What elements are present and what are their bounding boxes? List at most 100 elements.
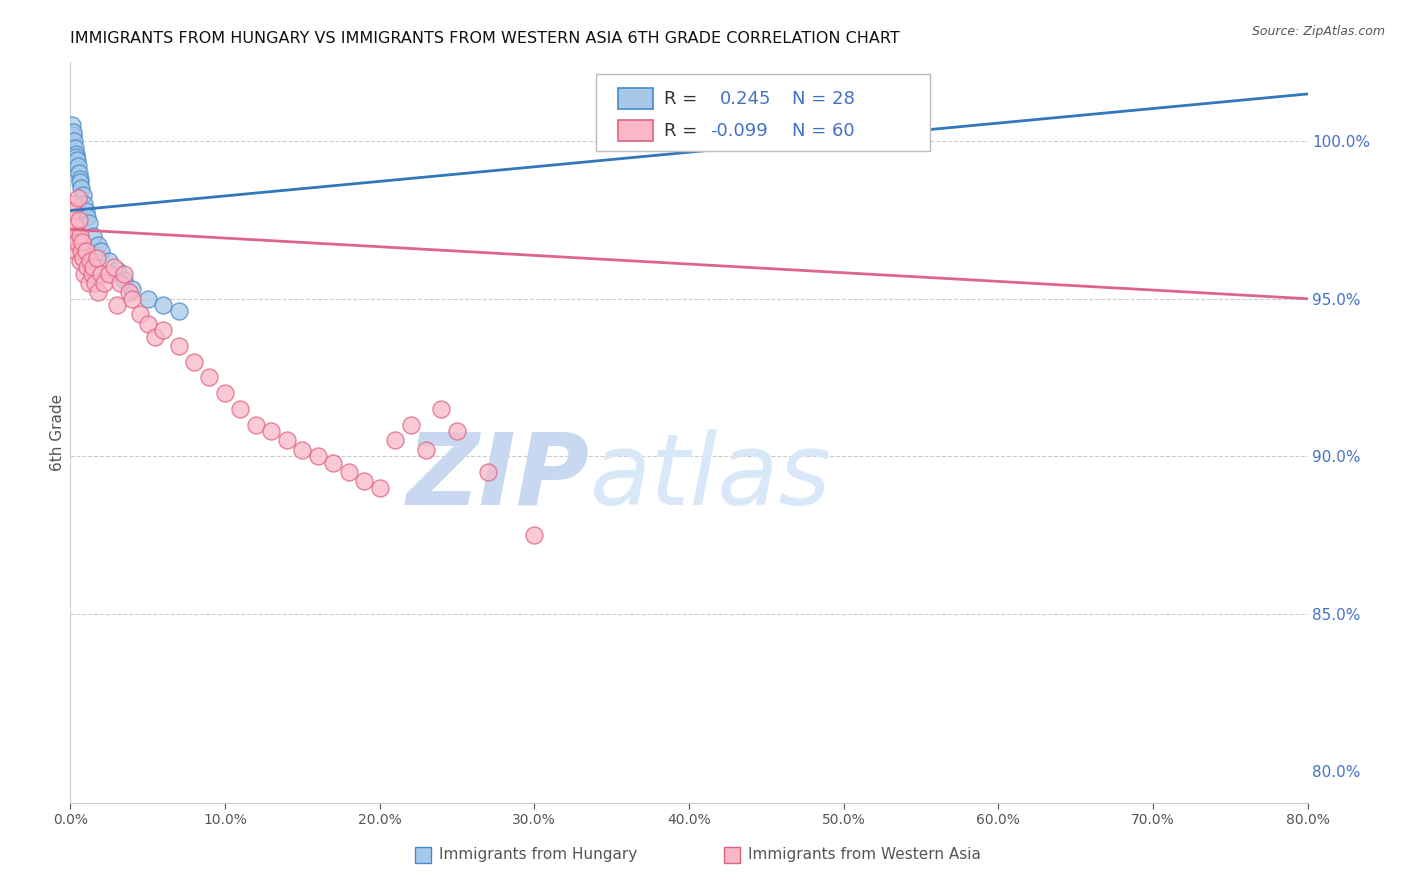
Point bbox=[63, 235, 86, 249]
Text: R =: R = bbox=[664, 122, 703, 140]
Point bbox=[121, 282, 143, 296]
Point bbox=[77, 276, 100, 290]
Point bbox=[79, 254, 101, 268]
Point bbox=[63, 134, 86, 148]
Point bbox=[307, 449, 329, 463]
Point bbox=[415, 442, 437, 457]
Point bbox=[430, 402, 453, 417]
Point bbox=[67, 213, 90, 227]
Point bbox=[105, 263, 128, 277]
Point bbox=[63, 219, 86, 234]
Point bbox=[66, 153, 89, 167]
Point bbox=[93, 276, 115, 290]
Point bbox=[65, 146, 87, 161]
Point bbox=[80, 267, 103, 281]
Point bbox=[198, 370, 221, 384]
Point bbox=[114, 267, 135, 281]
Point bbox=[322, 456, 344, 470]
Text: -0.099: -0.099 bbox=[710, 122, 768, 140]
Point bbox=[103, 260, 125, 275]
Point bbox=[152, 323, 174, 337]
Point bbox=[62, 203, 84, 218]
FancyBboxPatch shape bbox=[619, 120, 652, 141]
Point bbox=[76, 210, 98, 224]
Point bbox=[73, 197, 96, 211]
Point bbox=[121, 292, 143, 306]
Point bbox=[69, 172, 91, 186]
Point bbox=[72, 187, 94, 202]
Point bbox=[105, 298, 128, 312]
Point bbox=[98, 267, 120, 281]
Point bbox=[399, 417, 422, 432]
Point bbox=[60, 213, 83, 227]
Point bbox=[66, 235, 89, 249]
Text: 0.245: 0.245 bbox=[720, 90, 772, 109]
Point bbox=[75, 203, 97, 218]
Point bbox=[118, 285, 141, 300]
Point bbox=[67, 166, 90, 180]
Point bbox=[69, 175, 91, 189]
Point bbox=[63, 140, 86, 154]
Point bbox=[90, 244, 112, 259]
Point bbox=[229, 402, 252, 417]
Point bbox=[77, 216, 100, 230]
Point bbox=[260, 424, 283, 438]
Text: IMMIGRANTS FROM HUNGARY VS IMMIGRANTS FROM WESTERN ASIA 6TH GRADE CORRELATION CH: IMMIGRANTS FROM HUNGARY VS IMMIGRANTS FR… bbox=[70, 31, 900, 46]
FancyBboxPatch shape bbox=[596, 73, 931, 152]
Point bbox=[86, 251, 108, 265]
Point bbox=[136, 317, 159, 331]
Point bbox=[62, 197, 84, 211]
Point bbox=[90, 267, 112, 281]
Point bbox=[62, 128, 84, 142]
Point bbox=[114, 273, 135, 287]
Point bbox=[82, 260, 105, 275]
Point bbox=[477, 465, 499, 479]
Point bbox=[87, 238, 110, 252]
Point bbox=[167, 339, 190, 353]
Point bbox=[69, 228, 91, 243]
Point bbox=[70, 244, 93, 259]
Text: Immigrants from Hungary: Immigrants from Hungary bbox=[439, 847, 637, 863]
Point bbox=[291, 442, 314, 457]
Point bbox=[136, 292, 159, 306]
Point bbox=[87, 285, 110, 300]
Point bbox=[368, 481, 391, 495]
Point bbox=[67, 191, 90, 205]
Point bbox=[70, 235, 93, 249]
Point bbox=[76, 260, 98, 275]
Point bbox=[67, 160, 90, 174]
Point bbox=[337, 465, 360, 479]
Text: N = 28: N = 28 bbox=[792, 90, 855, 109]
Text: Immigrants from Western Asia: Immigrants from Western Asia bbox=[748, 847, 981, 863]
Point bbox=[152, 298, 174, 312]
Point bbox=[245, 417, 267, 432]
Point bbox=[70, 181, 93, 195]
Point bbox=[65, 228, 87, 243]
Point bbox=[82, 228, 105, 243]
Point bbox=[276, 434, 298, 448]
Point bbox=[62, 125, 84, 139]
Point bbox=[65, 150, 87, 164]
Point bbox=[72, 251, 94, 265]
Point bbox=[183, 355, 205, 369]
Y-axis label: 6th Grade: 6th Grade bbox=[49, 394, 65, 471]
Point bbox=[167, 304, 190, 318]
Point bbox=[214, 386, 236, 401]
Text: R =: R = bbox=[664, 90, 703, 109]
Point bbox=[446, 424, 468, 438]
Point bbox=[75, 244, 97, 259]
Text: Source: ZipAtlas.com: Source: ZipAtlas.com bbox=[1251, 25, 1385, 38]
Text: N = 60: N = 60 bbox=[792, 122, 855, 140]
Text: atlas: atlas bbox=[591, 428, 831, 525]
Point bbox=[108, 276, 131, 290]
FancyBboxPatch shape bbox=[619, 88, 652, 109]
Point bbox=[73, 267, 96, 281]
Point bbox=[523, 528, 546, 542]
Point bbox=[353, 475, 375, 489]
Point bbox=[129, 308, 152, 322]
Point bbox=[84, 276, 107, 290]
Point bbox=[60, 119, 83, 133]
Text: ZIP: ZIP bbox=[406, 428, 591, 525]
Point bbox=[384, 434, 406, 448]
Point bbox=[60, 222, 83, 236]
